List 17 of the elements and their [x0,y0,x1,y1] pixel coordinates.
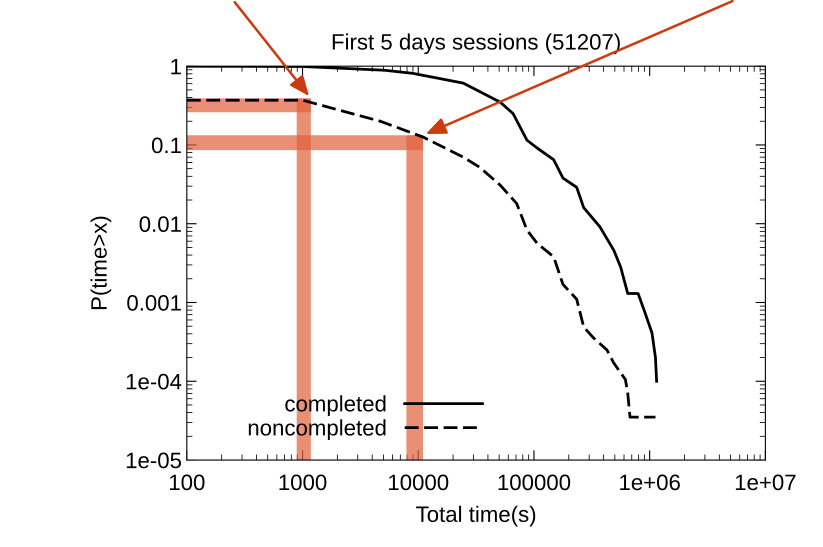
y-tick-label: 0.1 [152,137,181,154]
legend-label: noncompleted [248,419,386,440]
y-tick-label: 1e-04 [126,374,182,390]
x-tick-label: 100 [170,474,204,490]
legend-label: completed [285,395,386,416]
x-tick-label: 100000 [498,474,570,490]
x-tick-label: 10000 [389,474,448,490]
chart-title: First 5 days sessions (51207) [332,33,620,54]
x-tick-label: 1000 [280,474,326,490]
x-tick-label: 1e+07 [736,474,796,490]
y-tick-label: 0.01 [140,216,181,232]
y-tick-label: 1 [171,58,181,74]
x-axis-title: Total time(s) [416,506,536,526]
y-tick-label: 1e-05 [126,452,182,468]
x-tick-label: 1e+06 [620,474,680,490]
y-tick-label: 0.001 [127,295,181,311]
y-axis-title: P(time>x) [90,216,112,310]
